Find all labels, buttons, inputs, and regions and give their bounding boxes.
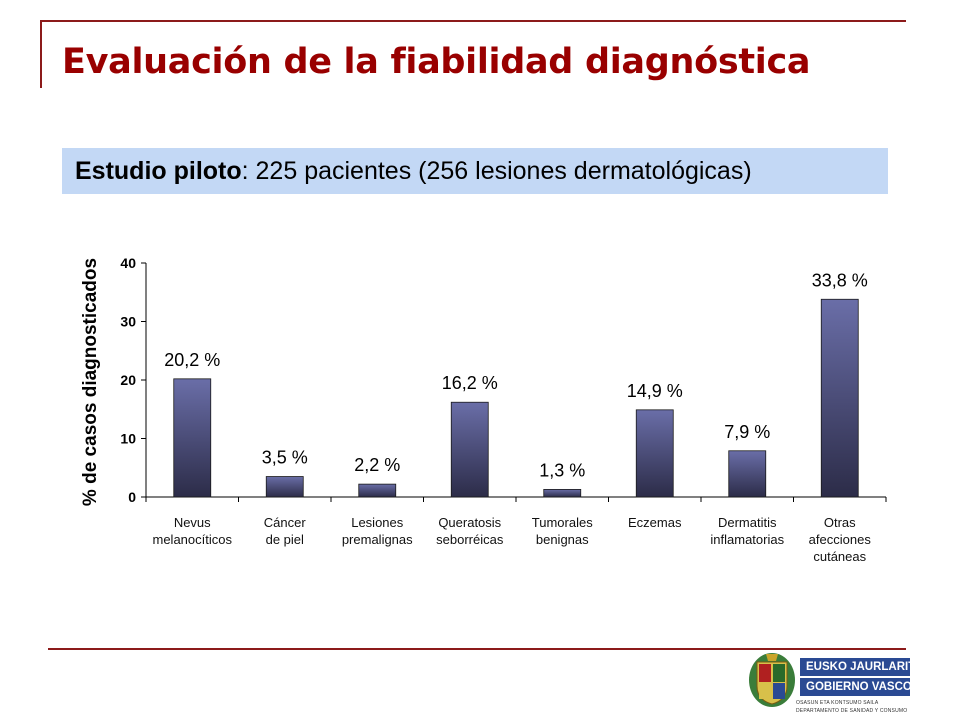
gobierno-vasco-logo: EUSKO JAURLARITZA GOBIERNO VASCO OSASUN … [748,652,931,714]
y-tick-label: 0 [128,489,136,505]
data-label: 33,8 % [812,270,868,290]
category-label: Otras afecciones cutáneas [809,515,872,564]
y-tick-label: 10 [120,431,136,447]
category-label: Dermatitis inflamatorias [710,515,784,547]
coat-of-arms-icon [749,653,795,707]
category-label: Cáncer de piel [264,515,307,547]
data-label: 14,9 % [627,381,683,401]
frame-top-line [40,20,906,22]
data-label: 3,5 % [262,448,308,468]
logo-line-2: GOBIERNO VASCO [800,678,912,696]
subtitle-bold: Estudio piloto [75,157,242,185]
frame-left-line [40,20,42,88]
category-label: Eczemas [628,515,682,530]
data-label: 2,2 % [354,455,400,475]
logo-small-line-1: OSASUN ETA KONTSUMO SAILA [796,700,879,706]
data-label: 16,2 % [442,373,498,393]
category-label: Queratosis seborréicas [436,515,504,547]
bar [820,298,859,498]
bar [635,409,674,498]
slide-title: Evaluación de la fiabilidad diagnóstica [62,42,811,82]
category-label: Nevus melanocíticos [153,515,233,547]
logo-line-1: EUSKO JAURLARITZA [800,658,931,676]
category-label: Lesiones premalignas [342,515,413,547]
bar [265,476,304,498]
logo-small-line-2: DEPARTAMENTO DE SANIDAD Y CONSUMO [796,708,908,714]
bar [450,401,489,498]
bar [173,378,212,498]
frame-bottom-line [48,648,906,650]
subtitle-box: Estudio piloto: 225 pacientes (256 lesio… [62,148,888,194]
y-tick-label: 40 [120,255,136,271]
data-label: 20,2 % [164,350,220,370]
bar [543,488,582,498]
y-tick-label: 30 [120,314,136,330]
bar [358,483,397,498]
subtitle-rest: : 225 pacientes (256 lesiones dermatológ… [241,157,752,185]
data-label: 7,9 % [724,422,770,442]
y-axis-label: % de casos diagnosticados [80,258,101,506]
bar [728,450,767,498]
y-tick-label: 20 [120,372,136,388]
category-label: Tumorales benignas [532,515,593,547]
data-label: 1,3 % [539,460,585,480]
